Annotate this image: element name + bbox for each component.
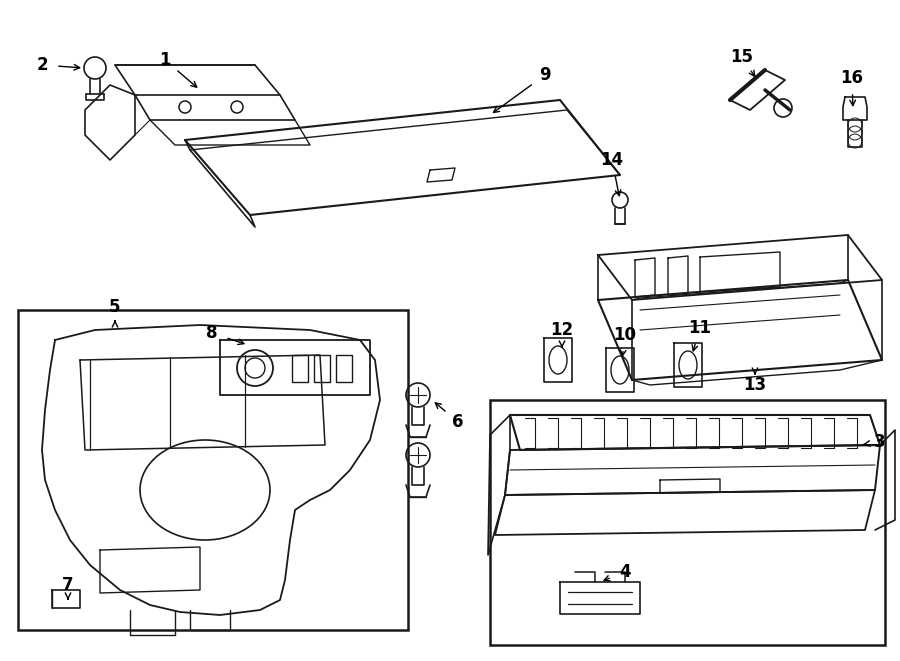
Bar [490, 400, 885, 645]
Text: 3: 3 [874, 433, 886, 451]
Text: 13: 13 [743, 376, 767, 394]
Text: 8: 8 [206, 324, 218, 342]
Text: 2: 2 [36, 56, 48, 74]
Text: 11: 11 [688, 319, 712, 337]
Text: 10: 10 [614, 326, 636, 344]
Text: 15: 15 [731, 48, 753, 66]
Text: 5: 5 [109, 298, 121, 316]
Text: 1: 1 [159, 51, 171, 69]
Text: 4: 4 [619, 563, 631, 581]
Bar [18, 310, 408, 630]
Text: 14: 14 [600, 151, 624, 169]
Text: 7: 7 [62, 576, 74, 594]
Text: 6: 6 [452, 413, 464, 431]
Text: 9: 9 [539, 66, 551, 84]
Text: 16: 16 [841, 69, 863, 87]
Text: 12: 12 [551, 321, 573, 339]
